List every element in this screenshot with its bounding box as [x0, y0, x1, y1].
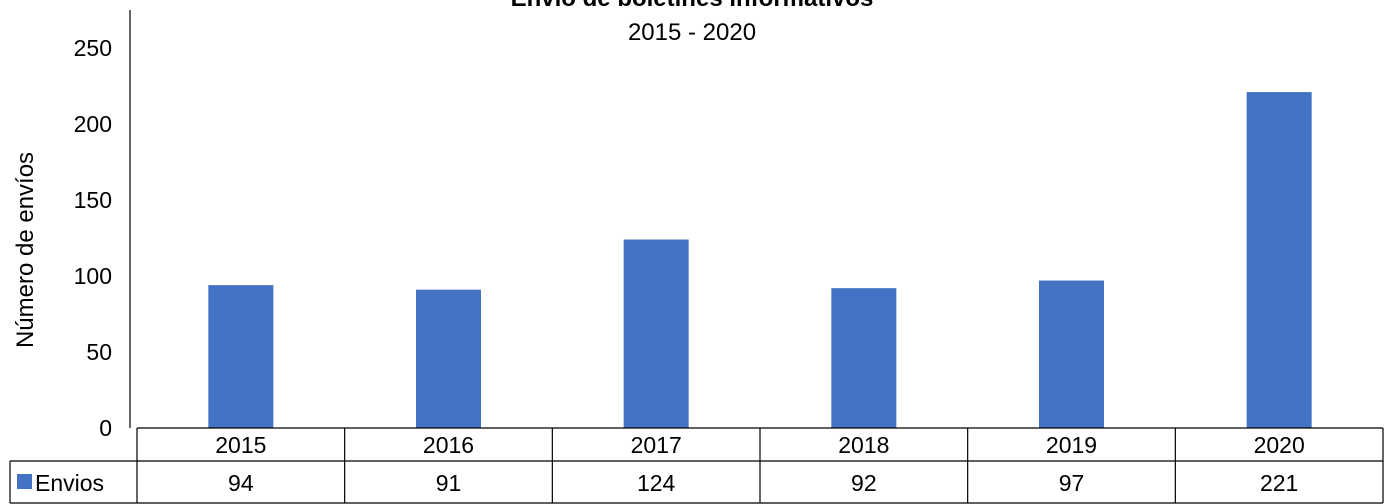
y-axis-ticks: 0 50 100 150 200 250 [74, 35, 112, 441]
bar [831, 288, 897, 428]
bar [416, 289, 481, 428]
data-label: 92 [851, 470, 877, 496]
y-tick-label: 0 [99, 415, 112, 441]
data-label: 221 [1260, 470, 1298, 496]
bar [1039, 280, 1104, 428]
x-tick-label: 2017 [631, 432, 682, 458]
bar [623, 239, 689, 428]
data-table: 2015 2016 2017 2018 2019 2020 94 91 124 92 97 221 En… [9, 427, 1384, 504]
x-tick-label: 2019 [1046, 432, 1097, 458]
x-tick-label: 2016 [423, 432, 474, 458]
y-tick-label: 200 [74, 111, 112, 137]
bar [208, 285, 274, 428]
data-label: 124 [637, 470, 676, 496]
data-label: 94 [228, 470, 254, 496]
x-tick-label: 2020 [1254, 432, 1305, 458]
y-tick-label: 100 [74, 263, 112, 289]
legend-key [17, 474, 32, 489]
y-axis-label: Número de envíos [12, 152, 39, 348]
x-tick-label: 2018 [838, 432, 889, 458]
y-tick-label: 250 [74, 35, 112, 61]
legend-label: Envios [35, 470, 104, 496]
y-tick-label: 50 [86, 339, 112, 365]
x-tick-label: 2015 [215, 432, 266, 458]
y-tick-label: 150 [74, 187, 112, 213]
data-label: 91 [436, 470, 462, 496]
chart-subtitle: 2015 - 2020 [628, 19, 756, 46]
bars [208, 92, 1312, 428]
data-label: 97 [1059, 470, 1085, 496]
chart-title: Envío de boletines informativos [511, 0, 874, 12]
bar [1246, 92, 1312, 428]
